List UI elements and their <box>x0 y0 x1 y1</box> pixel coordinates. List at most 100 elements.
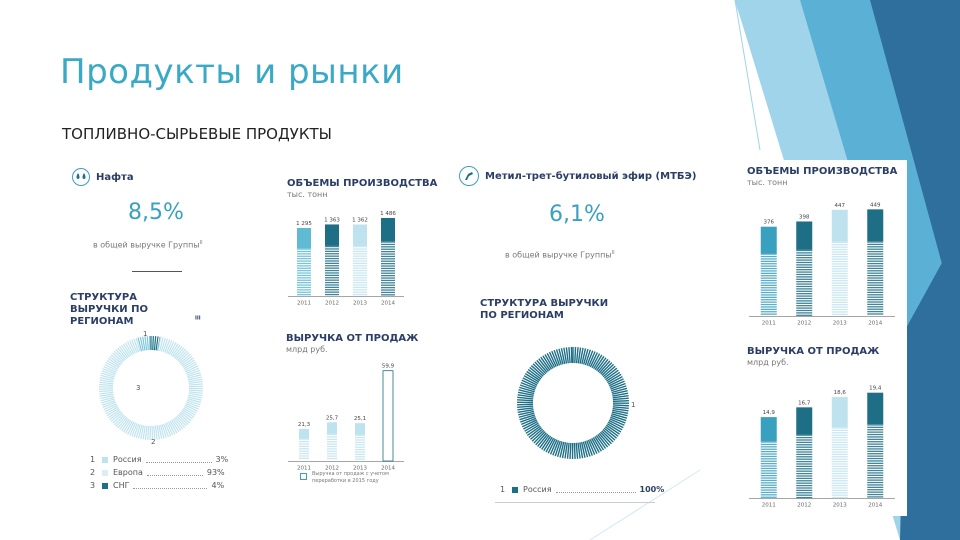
bar-stripe <box>355 446 365 448</box>
slice-tick <box>591 438 600 453</box>
slice-tick <box>110 411 123 422</box>
data-label: 447 <box>835 203 846 209</box>
slice-tick <box>119 417 129 430</box>
slice-tick <box>135 337 141 352</box>
slice-tick <box>612 407 629 412</box>
bar-stripe <box>355 448 365 451</box>
slice-tick <box>129 340 136 354</box>
bar-stripe <box>760 296 777 298</box>
slice-tick <box>178 352 190 363</box>
bar-stripe <box>867 489 884 491</box>
bar-stripe <box>760 484 777 486</box>
slice-tick <box>544 354 554 369</box>
slice-tick <box>589 352 598 368</box>
bar-stripe <box>831 489 848 492</box>
bar-stripe <box>325 279 339 281</box>
bar-stripe <box>381 250 395 253</box>
tick-label: 2013 <box>353 466 367 472</box>
slice-tick <box>99 395 114 400</box>
data-label: 1 295 <box>296 221 312 227</box>
slice-tick <box>137 337 143 352</box>
bar-stripe <box>325 250 339 253</box>
bar-stripe <box>760 253 777 255</box>
bar-stripe <box>831 480 848 482</box>
bar-stripe <box>297 248 311 250</box>
bar-stripe <box>355 439 365 441</box>
slice-tick <box>518 410 535 416</box>
legend-value: 100% <box>639 485 665 494</box>
bar-stripe <box>831 470 848 472</box>
bar-stripe <box>831 472 848 475</box>
bar-stripe <box>831 451 848 453</box>
bar-stripe <box>831 453 848 456</box>
pie-slice <box>516 347 630 460</box>
pie-slice <box>137 336 151 352</box>
bar-stripe <box>831 484 848 487</box>
slice-tick <box>188 394 203 399</box>
bar-stripe <box>867 258 884 260</box>
slice-tick <box>185 367 200 375</box>
slice-tick <box>170 343 179 356</box>
bar-stripe <box>383 450 393 452</box>
bar-stripe <box>327 453 337 455</box>
bar-stripe <box>867 465 884 467</box>
bar-stripe <box>831 277 848 279</box>
slice-tick <box>517 405 534 409</box>
tick-label: 2012 <box>325 466 339 472</box>
slice-tick <box>555 349 562 365</box>
slice-tick <box>99 391 114 395</box>
bar-stripe <box>867 291 884 294</box>
slice-tick <box>169 420 178 434</box>
bar-stripe <box>325 267 339 269</box>
leader-dots <box>133 483 208 489</box>
bar-stripe <box>867 243 884 246</box>
bar-stripe <box>760 267 777 270</box>
bar-stripe <box>325 257 339 260</box>
data-label: 59,9 <box>382 364 395 370</box>
bar-stripe <box>831 258 848 260</box>
bar-stripe <box>831 492 848 494</box>
regions-title: СТРУКТУРА ВЫРУЧКИ ПО РЕГИОНАМ III <box>70 292 201 328</box>
slice-tick <box>154 425 158 440</box>
regions-title: СТРУКТУРА ВЫРУЧКИ ПО РЕГИОНАМ <box>480 298 609 321</box>
slice-tick <box>139 336 144 351</box>
bar-stripe <box>831 460 848 463</box>
bar-stripe <box>760 255 777 258</box>
slice-tick <box>579 442 584 459</box>
data-label: 14,9 <box>763 410 776 416</box>
data-label: 1 363 <box>324 217 340 223</box>
data-label: 376 <box>764 220 775 226</box>
bar-stripe <box>299 452 309 455</box>
slice-tick <box>598 432 611 446</box>
slice-tick <box>520 381 536 390</box>
bar-stripe <box>796 254 813 256</box>
legend-swatch <box>300 473 307 480</box>
slice-tick <box>553 350 561 366</box>
bar-stripe <box>796 446 813 448</box>
slice-tick <box>185 402 199 410</box>
slice-tick <box>611 387 628 394</box>
revenue-chart: 21,3 2011 25,7 2012 25,1 2013 59,9 2014 <box>288 364 404 472</box>
slice-tick <box>532 363 545 376</box>
slice-tick <box>158 425 163 440</box>
slice-tick <box>528 427 542 438</box>
bar-stripe <box>383 424 393 426</box>
bar-fill <box>383 370 393 398</box>
slice-tick <box>187 374 202 379</box>
slice-tick <box>185 365 199 373</box>
legend-num: 1 <box>90 455 96 464</box>
bar-stripe <box>297 291 311 293</box>
legend-label: СНГ <box>113 481 130 490</box>
bar <box>760 226 777 315</box>
bar-stripe <box>325 265 339 267</box>
slice-tick <box>612 406 629 409</box>
bar-stripe <box>383 404 393 407</box>
bar-stripe <box>760 282 777 284</box>
slice-tick <box>524 373 540 383</box>
slice-tick <box>588 351 596 367</box>
bar-stripe <box>353 281 367 284</box>
bar-stripe <box>383 397 393 400</box>
slice-tick <box>133 423 140 438</box>
slice-tick <box>99 393 114 397</box>
bar-stripe <box>353 257 367 260</box>
